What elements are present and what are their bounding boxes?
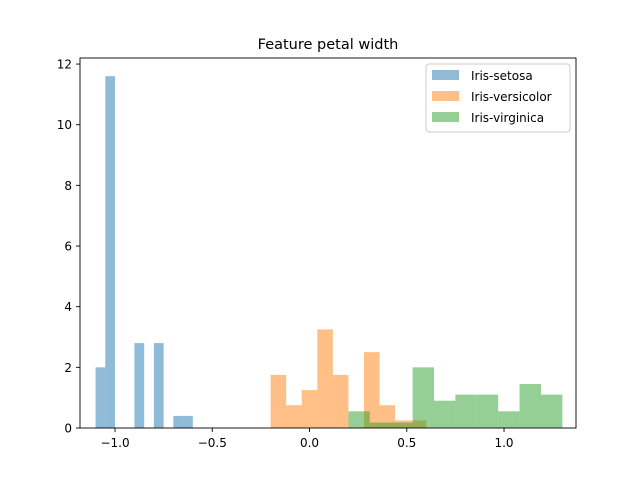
bars-layer [95,76,563,428]
bar-iris-setosa-4 [173,415,184,428]
plot-frame [79,57,577,429]
bar-iris-virginica-5 [455,394,477,428]
series-iris-versicolor [270,329,427,428]
x-tick-label: 1.0 [494,436,513,450]
bar-iris-versicolor-3 [317,329,333,428]
legend-label: Iris-setosa [471,69,533,83]
bar-iris-setosa-5 [183,415,193,428]
bar-iris-setosa-1 [105,76,116,428]
y-tick-label: 2 [64,361,72,375]
bar-iris-setosa-0 [95,367,106,428]
bar-iris-virginica-1 [369,422,392,428]
y-axis: 0 2 4 6 8 10 12 [57,58,80,436]
bar-iris-versicolor-6 [379,405,396,428]
y-tick-label: 4 [64,300,72,314]
y-tick-label: 10 [57,118,72,132]
legend-label: Iris-virginica [471,111,544,125]
bar-iris-setosa-2 [134,343,145,428]
bar-iris-versicolor-0 [270,374,287,428]
x-tick-label: −0.5 [198,436,227,450]
series-iris-setosa [95,76,193,428]
bar-iris-virginica-8 [519,384,541,428]
chart-title: Feature petal width [258,37,399,53]
bar-iris-versicolor-1 [286,405,302,428]
legend-label: Iris-versicolor [471,90,552,104]
legend: Iris-setosa Iris-versicolor Iris-virginica [425,63,571,133]
bar-iris-virginica-0 [348,411,370,428]
x-tick-label: 0.5 [397,436,416,450]
y-tick-label: 0 [64,422,72,436]
y-tick-label: 8 [64,179,72,193]
x-tick-label: 0.0 [300,436,319,450]
legend-swatch [432,112,459,122]
x-axis: −1.0 −0.5 0.0 0.5 1.0 [100,428,514,450]
bar-iris-virginica-9 [540,394,563,428]
bar-iris-virginica-4 [434,400,456,428]
x-tick-label: −1.0 [100,436,129,450]
bar-iris-versicolor-4 [332,374,349,428]
bar-iris-versicolor-5 [363,352,380,428]
bar-iris-virginica-2 [391,422,413,428]
legend-box [425,63,571,133]
y-tick-label: 6 [64,240,72,254]
legend-swatch [432,70,459,80]
bar-iris-virginica-6 [476,394,499,428]
legend-swatch [432,91,459,101]
bar-iris-virginica-3 [412,367,435,428]
y-tick-label: 12 [57,58,72,72]
series-iris-virginica [348,367,563,428]
bar-iris-setosa-3 [153,343,164,428]
bar-iris-virginica-7 [498,411,520,428]
bar-iris-versicolor-2 [301,390,318,428]
